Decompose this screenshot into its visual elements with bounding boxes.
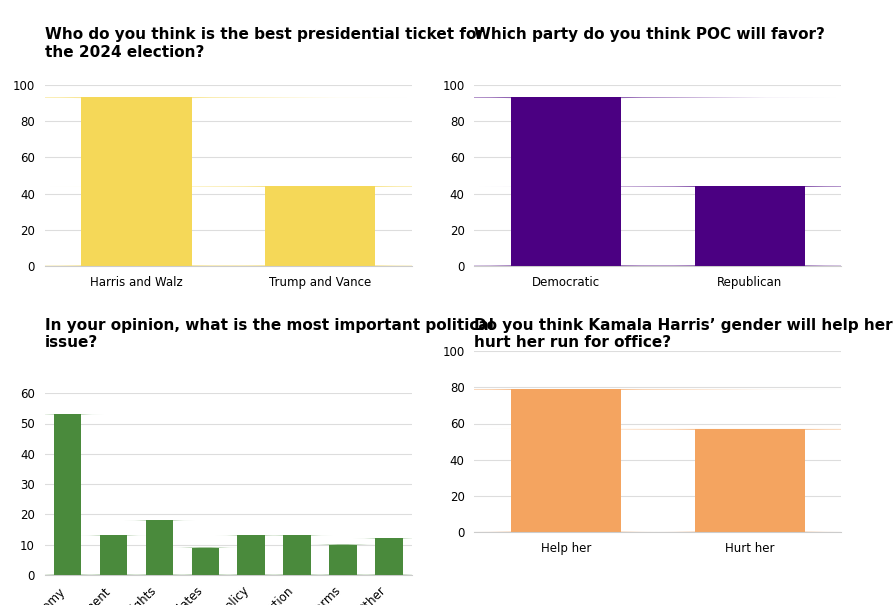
Bar — [510, 389, 620, 532]
FancyBboxPatch shape — [352, 538, 425, 575]
FancyBboxPatch shape — [472, 186, 894, 266]
Bar — [510, 97, 620, 266]
Bar — [237, 535, 265, 575]
FancyBboxPatch shape — [289, 97, 842, 266]
Bar — [694, 186, 804, 266]
Text: Who do you think is the best presidential ticket for
the 2024 election?: Who do you think is the best presidentia… — [45, 27, 483, 60]
Bar — [146, 520, 173, 575]
FancyBboxPatch shape — [31, 414, 104, 575]
Bar — [100, 535, 127, 575]
FancyBboxPatch shape — [215, 535, 287, 575]
Bar — [265, 186, 375, 266]
Bar — [694, 429, 804, 532]
FancyBboxPatch shape — [123, 520, 196, 575]
FancyBboxPatch shape — [0, 97, 413, 266]
Bar — [54, 414, 81, 575]
Bar — [81, 97, 191, 266]
FancyBboxPatch shape — [169, 548, 241, 575]
Text: Do you think Kamala Harris’ gender will help her or
hurt her run for office?: Do you think Kamala Harris’ gender will … — [474, 318, 894, 350]
Bar — [375, 538, 402, 575]
Text: Which party do you think POC will favor?: Which party do you think POC will favor? — [474, 27, 824, 42]
FancyBboxPatch shape — [307, 544, 379, 575]
FancyBboxPatch shape — [260, 535, 333, 575]
FancyBboxPatch shape — [77, 535, 149, 575]
FancyBboxPatch shape — [289, 389, 842, 532]
Bar — [283, 535, 310, 575]
Text: In your opinion, what is the most important political
issue?: In your opinion, what is the most import… — [45, 318, 493, 350]
Bar — [191, 548, 219, 575]
Bar — [329, 544, 356, 575]
FancyBboxPatch shape — [472, 429, 894, 532]
FancyBboxPatch shape — [43, 186, 596, 266]
